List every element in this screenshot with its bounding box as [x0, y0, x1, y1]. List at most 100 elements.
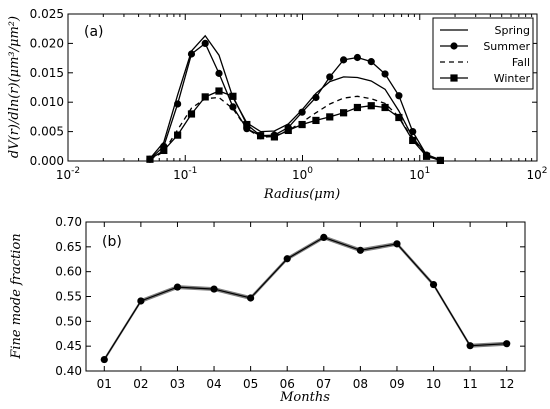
data-point-fine-mode	[247, 294, 255, 302]
legend-label-summer: Summer	[483, 40, 530, 53]
x-tick-label-a: 10-1	[173, 166, 197, 182]
legend-label-winter: Winter	[494, 72, 531, 85]
data-point-summer	[367, 58, 375, 66]
data-point-fine-mode	[503, 340, 511, 348]
y-tick-label-b: 0.70	[55, 215, 82, 229]
x-tick-label-a: 100	[292, 166, 313, 182]
x-tick-label-a: 10-2	[56, 166, 80, 182]
data-point-fine-mode	[320, 233, 328, 241]
data-point-summer	[353, 53, 362, 62]
panel-label-a: (a)	[84, 24, 104, 40]
data-point-fine-mode	[429, 280, 438, 289]
legend-marker-summer	[450, 42, 458, 50]
data-point-summer	[298, 108, 306, 116]
x-tick-label-b: 05	[243, 377, 258, 391]
data-point-fine-mode	[393, 240, 401, 248]
data-point-winter	[298, 120, 306, 129]
legend-label-spring: Spring	[495, 24, 531, 37]
x-tick-label-a: 101	[409, 166, 430, 182]
data-point-winter	[256, 132, 265, 140]
x-axis-label-a: Radius(μm)	[263, 187, 340, 202]
data-point-winter	[201, 93, 209, 101]
data-point-winter	[367, 102, 375, 110]
x-tick-label-b: 12	[499, 377, 514, 391]
panel-a-ticks: 0.000 0.005 0.010 0.015 0.020 0.025 10-2 10-1 10…	[30, 7, 548, 182]
data-point-summer	[229, 103, 237, 111]
data-point-fine-mode	[137, 297, 145, 305]
data-point-summer	[187, 50, 196, 58]
y-tick-label-b: 0.50	[55, 314, 82, 328]
panel-b: 0.40 0.45 0.50 0.55 0.60 0.65 0.70 01 02 03 04 05 06…	[9, 215, 526, 405]
data-point-fine-mode	[100, 355, 108, 364]
data-point-winter	[243, 120, 251, 129]
data-point-winter	[395, 113, 403, 122]
y-tick-label-a: 0.015	[30, 66, 64, 80]
data-point-winter	[229, 92, 237, 100]
y-axis-label-a: dV(r)/dln(r)(μm³/μm²)	[7, 16, 22, 158]
y-tick-label-b: 0.65	[55, 240, 82, 254]
data-point-winter	[339, 109, 348, 117]
data-point-winter	[326, 113, 334, 121]
y-tick-label-b: 0.45	[55, 339, 82, 353]
panel-a: 0.000 0.005 0.010 0.015 0.020 0.025 10-2 10-1 10…	[7, 7, 548, 202]
data-point-winter	[409, 136, 417, 145]
y-tick-label-b: 0.40	[55, 364, 82, 378]
data-point-summer	[215, 69, 223, 77]
data-point-winter	[381, 103, 389, 112]
data-point-winter	[270, 133, 279, 141]
x-tick-label-b: 06	[280, 377, 295, 391]
y-axis-label-b: Fine mode fraction	[9, 233, 24, 359]
data-point-summer	[201, 39, 209, 48]
legend-label-fall: Fall	[512, 56, 530, 69]
y-tick-label-b: 0.55	[55, 290, 82, 304]
x-tick-label-b: 07	[316, 377, 331, 391]
series-line-fall	[149, 95, 441, 162]
data-point-winter	[353, 103, 362, 112]
panel-b-series	[100, 233, 511, 364]
y-tick-label-a: 0.000	[30, 154, 64, 168]
series-line-fine-mode	[103, 236, 507, 360]
y-tick-label-b: 0.60	[55, 265, 82, 279]
x-tick-label-b: 04	[206, 377, 221, 391]
data-point-winter	[160, 146, 168, 155]
x-tick-label-a: 102	[526, 166, 547, 182]
legend-marker-winter	[450, 74, 458, 82]
y-tick-label-a: 0.020	[30, 36, 64, 50]
y-tick-label-a: 0.025	[30, 7, 64, 21]
data-point-fine-mode	[173, 283, 182, 291]
data-point-winter	[146, 155, 154, 163]
x-tick-label-b: 02	[133, 377, 148, 391]
data-point-winter	[284, 126, 292, 135]
uncertainty-band	[104, 235, 507, 362]
series-line-winter	[149, 90, 441, 162]
series-line-spring	[149, 34, 441, 161]
x-axis-label-b: Months	[279, 390, 330, 405]
data-point-summer	[395, 92, 403, 100]
panel-label-b: (b)	[102, 234, 122, 250]
data-point-winter	[215, 87, 223, 95]
data-point-summer	[409, 128, 417, 136]
data-point-summer	[339, 56, 348, 64]
x-tick-label-b: 01	[97, 377, 112, 391]
data-point-winter	[174, 131, 182, 139]
data-point-fine-mode	[210, 285, 218, 293]
data-point-winter	[436, 156, 444, 165]
x-tick-label-b: 09	[389, 377, 404, 391]
data-point-summer	[326, 73, 334, 81]
panel-a-series	[146, 34, 444, 165]
data-point-winter	[312, 116, 320, 125]
data-point-winter	[422, 152, 431, 160]
series-line-summer	[149, 42, 441, 162]
x-tick-label-b: 11	[462, 377, 477, 391]
legend-a: Spring Summer Fall Winter	[432, 17, 534, 90]
data-point-winter	[187, 110, 196, 118]
x-tick-label-b: 03	[170, 377, 185, 391]
data-point-summer	[381, 70, 389, 78]
x-tick-label-b: 10	[426, 377, 441, 391]
y-tick-label-a: 0.010	[30, 95, 64, 109]
panel-b-ticks: 0.40 0.45 0.50 0.55 0.60 0.65 0.70 01 02 03 04 05 06…	[55, 215, 525, 391]
data-point-fine-mode	[466, 342, 474, 350]
data-point-summer	[174, 100, 182, 108]
data-point-fine-mode	[356, 246, 364, 254]
